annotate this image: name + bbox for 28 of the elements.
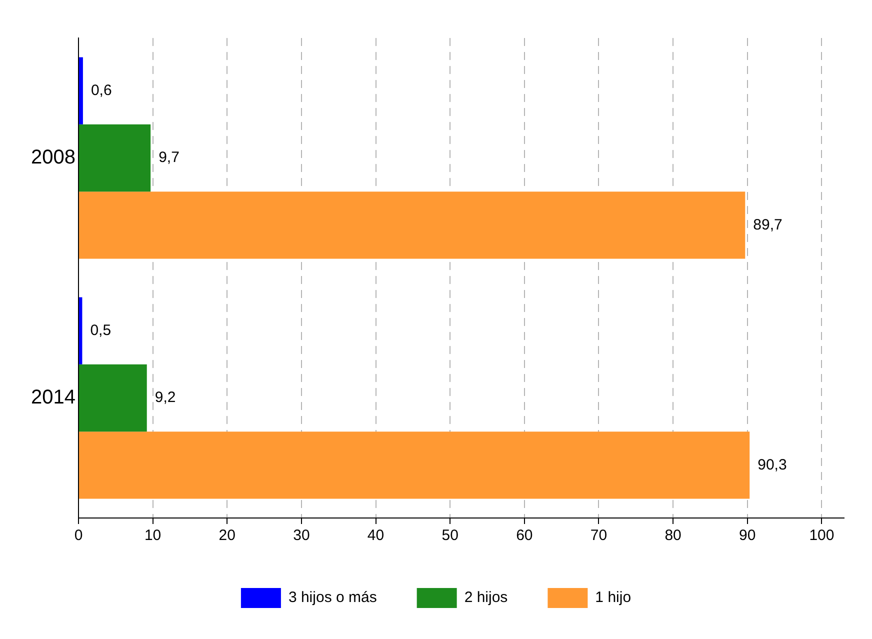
x-tick-label: 70 [590, 527, 608, 544]
bar [78, 432, 750, 499]
bar [78, 124, 151, 192]
x-tick-label: 90 [739, 527, 756, 544]
x-tick-label: 100 [809, 527, 834, 544]
bar [78, 364, 147, 432]
y-tick-label: 2008 [30, 146, 76, 169]
data-label: 89,7 [753, 216, 782, 234]
legend-label: 1 hijo [595, 589, 632, 606]
bar [78, 192, 746, 259]
data-label: 0,5 [90, 322, 112, 339]
data-label: 0,6 [90, 82, 112, 99]
x-tick-label: 60 [516, 527, 533, 544]
x-tick-label: 0 [74, 527, 83, 544]
data-label: 9,7 [158, 149, 180, 166]
legend-label: 3 hijos o más [288, 589, 377, 606]
bar [78, 297, 82, 364]
x-tick-label: 20 [218, 527, 236, 544]
x-tick-label: 30 [293, 527, 310, 544]
x-tick-label: 50 [442, 527, 458, 544]
x-tick-label: 10 [144, 527, 162, 544]
legend-label: 2 hijos [464, 589, 508, 606]
data-label: 9,2 [154, 389, 176, 406]
x-tick-label: 80 [664, 527, 682, 544]
bar [78, 57, 83, 124]
data-label: 90,3 [758, 456, 787, 474]
y-tick-label: 2014 [30, 386, 76, 409]
x-tick-label: 40 [367, 527, 384, 544]
